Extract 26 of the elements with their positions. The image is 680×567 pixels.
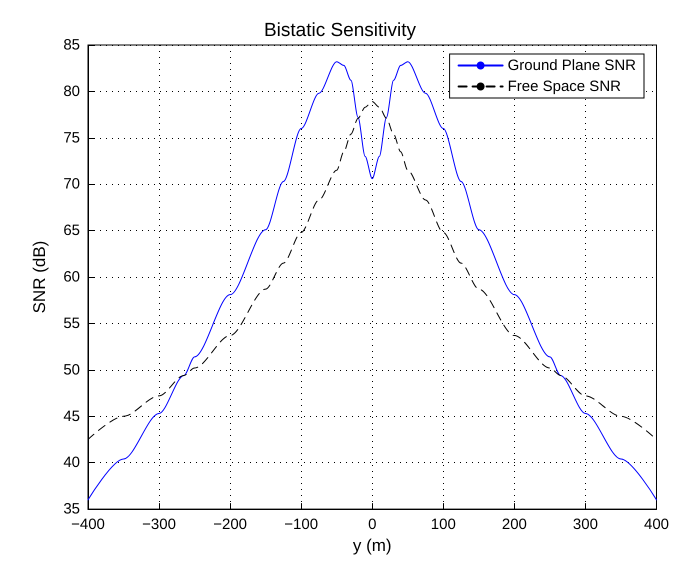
x-tick-label: −200	[213, 516, 248, 534]
x-tick-label: −400	[71, 516, 105, 534]
x-tick-label: −300	[142, 516, 176, 534]
x-axis-title: y (m)	[352, 536, 392, 555]
legend-label: Free Space SNR	[508, 78, 622, 95]
x-tick-label: 0	[368, 516, 376, 534]
y-axis-title: SNR (dB)	[30, 240, 49, 314]
y-tick-label: 50	[63, 361, 80, 378]
y-tick-label: 80	[63, 82, 80, 100]
y-tick-label: 75	[63, 129, 80, 146]
y-tick-label: 45	[63, 408, 80, 425]
x-tick-label: 200	[502, 516, 527, 534]
x-tick-label: 300	[572, 516, 598, 534]
chart-title: Bistatic Sensitivity	[264, 20, 417, 41]
x-tick-label: 400	[644, 516, 669, 534]
y-tick-label: 35	[63, 500, 80, 518]
y-tick-label: 40	[63, 454, 80, 472]
y-tick-label: 55	[63, 314, 80, 332]
y-tick-label: 70	[63, 176, 80, 193]
y-tick-label: 85	[63, 36, 80, 54]
x-tick-label: 100	[430, 516, 456, 534]
x-tick-label: −100	[284, 516, 318, 534]
y-tick-label: 65	[63, 222, 80, 240]
legend-label: Ground Plane SNR	[508, 57, 636, 74]
y-tick-label: 60	[63, 268, 80, 286]
line-series	[88, 61, 657, 500]
